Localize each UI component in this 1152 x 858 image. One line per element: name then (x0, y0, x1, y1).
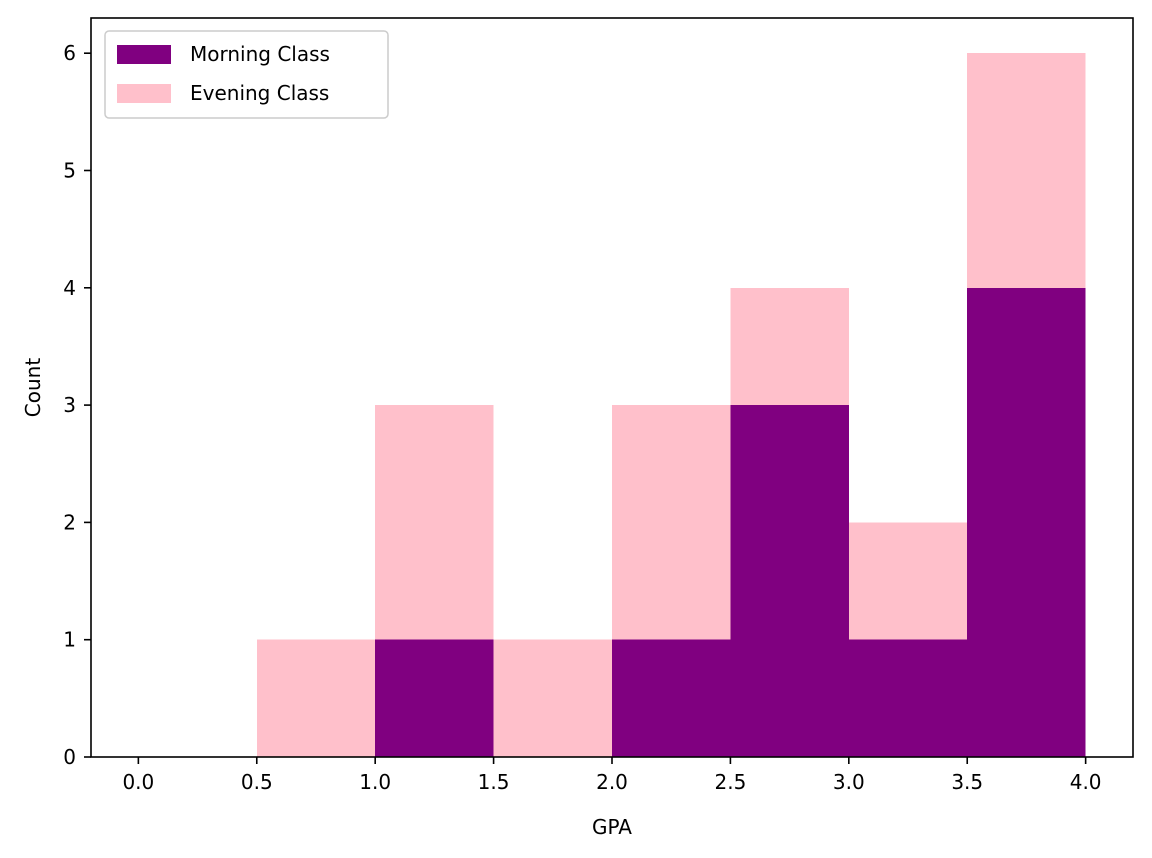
x-tick-label: 1.5 (478, 770, 510, 794)
legend-box (104, 30, 389, 119)
bar-evening-5 (730, 287, 849, 406)
legend-label-evening: Evening Class (190, 81, 329, 105)
x-axis-label: GPA (592, 815, 632, 839)
y-tick-label: 4 (63, 276, 76, 300)
bar-morning-2 (375, 639, 494, 757)
bar-morning-7 (967, 287, 1086, 757)
y-tick-label: 3 (63, 393, 76, 417)
bar-evening-7 (967, 53, 1086, 288)
bar-evening-6 (848, 522, 968, 640)
bar-morning-5 (730, 405, 849, 757)
legend-swatch-evening (117, 84, 171, 103)
x-tick-label: 3.0 (833, 770, 865, 794)
x-tick-label: 4.0 (1070, 770, 1102, 794)
x-tick-label: 1.0 (359, 770, 391, 794)
bar-evening-3 (493, 639, 612, 757)
y-axis-label: Count (21, 358, 45, 418)
bars-layer (256, 53, 1086, 757)
bar-evening-2 (375, 405, 494, 640)
y-tick-label: 1 (63, 628, 76, 652)
bar-morning-6 (848, 639, 968, 757)
x-tick-label: 3.5 (951, 770, 983, 794)
bar-morning-4 (612, 639, 731, 757)
legend: Morning Class Evening Class (104, 30, 389, 119)
y-tick-label: 5 (63, 158, 76, 182)
bar-evening-1 (256, 639, 376, 757)
y-tick-label: 2 (63, 510, 76, 534)
legend-swatch-morning (117, 45, 171, 64)
legend-label-morning: Morning Class (190, 42, 330, 66)
x-tick-label: 2.5 (715, 770, 747, 794)
y-tick-label: 6 (63, 41, 76, 65)
bar-evening-4 (612, 405, 731, 640)
x-tick-label: 2.0 (596, 770, 628, 794)
x-axis: 0.0 0.5 1.0 1.5 2.0 2.5 3.0 3.5 4.0 (122, 757, 1102, 794)
y-tick-label: 0 (63, 745, 76, 769)
x-tick-label: 0.0 (122, 770, 154, 794)
x-tick-label: 0.5 (241, 770, 273, 794)
y-axis: 0 1 2 3 4 5 6 (63, 41, 91, 769)
